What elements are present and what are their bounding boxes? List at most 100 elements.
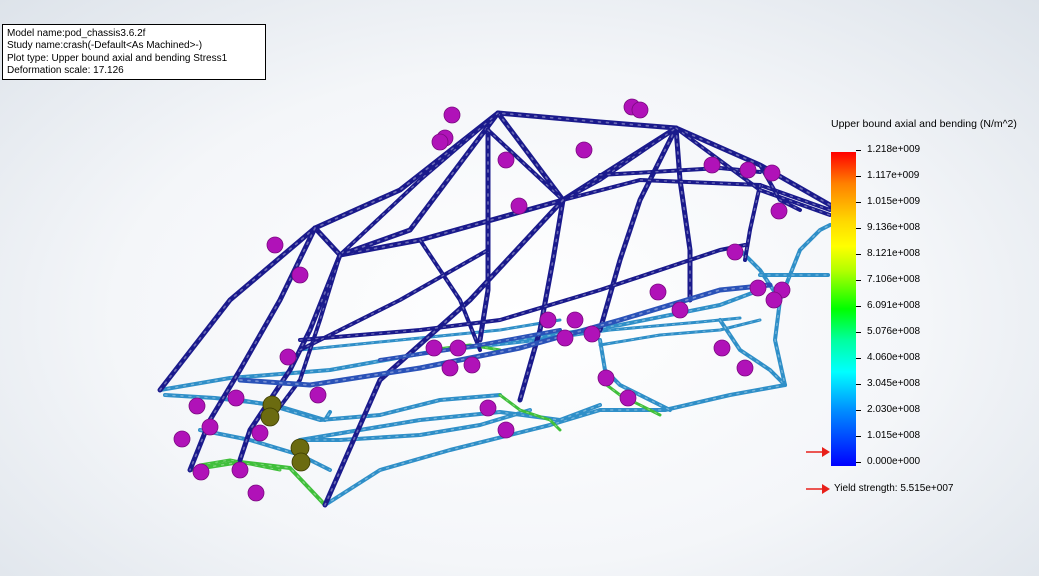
frame-member bbox=[322, 197, 566, 508]
frame-member bbox=[323, 383, 787, 507]
frame-member bbox=[598, 318, 762, 347]
yield-arrow-icon bbox=[806, 447, 830, 457]
fixture-ball-icon bbox=[231, 461, 249, 479]
fixture-ball-icon bbox=[765, 291, 783, 309]
fixture-ball-icon bbox=[749, 279, 767, 297]
fixture-ball-icon bbox=[201, 418, 219, 436]
fixture-ball-icon bbox=[497, 421, 515, 439]
legend-tick-label: 6.091e+008 bbox=[867, 300, 921, 311]
frame-member bbox=[157, 110, 848, 393]
legend-tick-label: 3.045e+008 bbox=[867, 378, 921, 389]
fixture-ball-icon bbox=[703, 156, 721, 174]
load-ball-icon bbox=[291, 452, 311, 472]
fixture-ball-icon bbox=[575, 141, 593, 159]
legend-tick-label: 1.015e+008 bbox=[867, 430, 921, 441]
fixture-ball-icon bbox=[188, 397, 206, 415]
frame-member-highlight bbox=[419, 239, 481, 351]
frame-member-highlight bbox=[499, 394, 561, 431]
frame-member bbox=[298, 403, 602, 442]
frame-member bbox=[743, 183, 762, 262]
frame-member-highlight bbox=[675, 127, 691, 301]
legend-tick-mark bbox=[856, 410, 861, 411]
fixture-ball-icon bbox=[671, 301, 689, 319]
legend-tick-mark bbox=[856, 332, 861, 333]
fixture-ball-icon bbox=[597, 369, 615, 387]
fixture-ball-icon bbox=[713, 339, 731, 357]
frame-member bbox=[378, 328, 562, 362]
legend-color-bar bbox=[831, 152, 856, 466]
legend-tick-mark bbox=[856, 462, 861, 463]
fixture-ball-icon bbox=[739, 161, 757, 179]
frame-member bbox=[298, 318, 562, 352]
frame-member-highlight bbox=[497, 112, 564, 201]
legend-title: Upper bound axial and bending (N/m^2) bbox=[831, 118, 1017, 130]
yield-legend-arrow-icon bbox=[806, 484, 830, 494]
frame-member-highlight bbox=[519, 199, 564, 401]
frame-member-highlight bbox=[239, 254, 341, 461]
fixture-ball-icon bbox=[763, 164, 781, 182]
legend-tick-mark bbox=[856, 202, 861, 203]
fixture-ball-icon bbox=[173, 430, 191, 448]
legend-tick-label: 1.015e+009 bbox=[867, 196, 921, 207]
frame-member-highlight bbox=[599, 167, 761, 176]
frame-member-highlight bbox=[324, 384, 786, 506]
frame-member bbox=[298, 408, 532, 442]
frame-member bbox=[597, 125, 679, 333]
fixture-ball-icon bbox=[649, 283, 667, 301]
frame-member-highlight bbox=[159, 289, 761, 391]
frame-member bbox=[448, 316, 742, 352]
fixture-ball-icon bbox=[556, 329, 574, 347]
load-ball-icon bbox=[260, 407, 280, 427]
frame-member bbox=[188, 460, 327, 507]
fixture-ball-icon bbox=[291, 266, 309, 284]
fixture-ball-icon bbox=[309, 386, 327, 404]
fixture-ball-icon bbox=[251, 424, 269, 442]
frame-member bbox=[561, 178, 832, 212]
fixture-ball-icon bbox=[497, 151, 515, 169]
frame-member-highlight bbox=[759, 164, 801, 211]
model-name-text: Model name:pod_chassis3.6.2f bbox=[7, 28, 146, 39]
frame-member-highlight bbox=[159, 112, 846, 391]
fixture-symbols bbox=[173, 98, 791, 502]
frame-member-highlight bbox=[199, 429, 331, 471]
frame-member bbox=[268, 253, 342, 422]
fixture-ball-icon bbox=[279, 348, 297, 366]
legend-tick-label: 9.136e+008 bbox=[867, 222, 921, 233]
yield-strength-label: Yield strength: 5.515e+007 bbox=[834, 483, 954, 494]
frame-member-highlight bbox=[339, 112, 499, 256]
frame-member bbox=[477, 127, 491, 343]
frame-member bbox=[498, 393, 562, 432]
frame-member-highlight bbox=[269, 254, 341, 421]
fixture-ball-icon bbox=[449, 339, 467, 357]
legend-tick-mark bbox=[856, 280, 861, 281]
legend-tick-label: 4.060e+008 bbox=[867, 352, 921, 363]
frame-member bbox=[673, 125, 693, 303]
frame-member bbox=[338, 111, 500, 257]
fixture-ball-icon bbox=[631, 101, 649, 119]
frame-member bbox=[495, 110, 566, 203]
fixture-ball-icon bbox=[566, 311, 584, 329]
frame-member bbox=[198, 458, 282, 472]
fixture-ball-icon bbox=[726, 243, 744, 261]
fixture-ball-icon bbox=[266, 236, 284, 254]
frame-member-highlight bbox=[299, 409, 531, 441]
study-info-box: Model name:pod_chassis3.6.2f Study name:… bbox=[2, 24, 266, 80]
legend-tick-mark bbox=[856, 306, 861, 307]
frame-member bbox=[312, 125, 679, 258]
fixture-ball-icon bbox=[539, 311, 557, 329]
frame-member bbox=[237, 282, 773, 388]
fixture-ball-icon bbox=[227, 389, 245, 407]
fixture-ball-icon bbox=[736, 359, 754, 377]
frame-member bbox=[418, 238, 482, 352]
fixture-ball-icon bbox=[431, 133, 449, 151]
frame-member-highlight bbox=[314, 127, 677, 256]
frame-member-highlight bbox=[449, 317, 741, 351]
fixture-ball-icon bbox=[510, 197, 528, 215]
lower-frame-members bbox=[158, 223, 832, 507]
frame-member-highlight bbox=[339, 112, 499, 256]
legend-tick-mark bbox=[856, 254, 861, 255]
fixture-ball-icon bbox=[247, 484, 265, 502]
frame-member-highlight bbox=[299, 249, 489, 351]
legend-tick-label: 7.106e+008 bbox=[867, 274, 921, 285]
